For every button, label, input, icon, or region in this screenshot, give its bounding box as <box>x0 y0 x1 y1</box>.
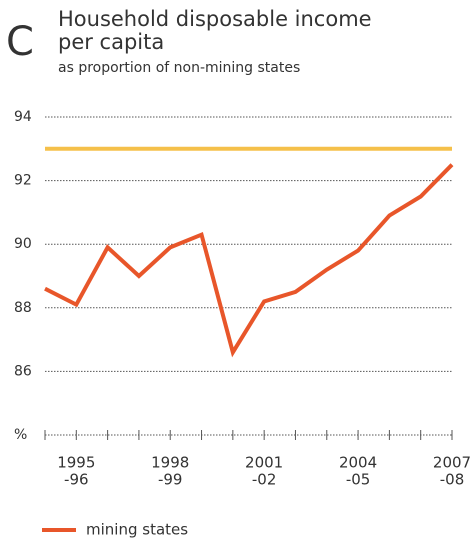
x-tick-label: 1995 <box>57 454 95 472</box>
y-tick-label: 94 <box>14 109 32 125</box>
y-tick-label: 90 <box>14 236 32 252</box>
y-tick-label: % <box>14 427 27 443</box>
x-tick-label: -99 <box>158 471 183 489</box>
x-tick-label: -08 <box>440 471 465 489</box>
panel-label: C <box>6 19 34 65</box>
x-tick-label: 2001 <box>245 454 283 472</box>
x-tick-label: 2007 <box>433 454 471 472</box>
x-tick-label: 2004 <box>339 454 377 472</box>
legend-label: mining states <box>86 521 188 539</box>
chart-title: Household disposable income <box>58 7 372 31</box>
x-tick-label: -02 <box>252 471 277 489</box>
series-line <box>44 163 454 358</box>
x-tick-label: -05 <box>346 471 371 489</box>
x-tick-label: -96 <box>64 471 89 489</box>
y-tick-label: 88 <box>14 300 32 316</box>
chart-subtitle: as proportion of non-mining states <box>58 60 300 76</box>
chart-title: per capita <box>58 30 164 54</box>
x-tick-label: 1998 <box>151 454 189 472</box>
y-tick-label: 86 <box>14 363 32 379</box>
y-tick-label: 92 <box>14 173 32 189</box>
